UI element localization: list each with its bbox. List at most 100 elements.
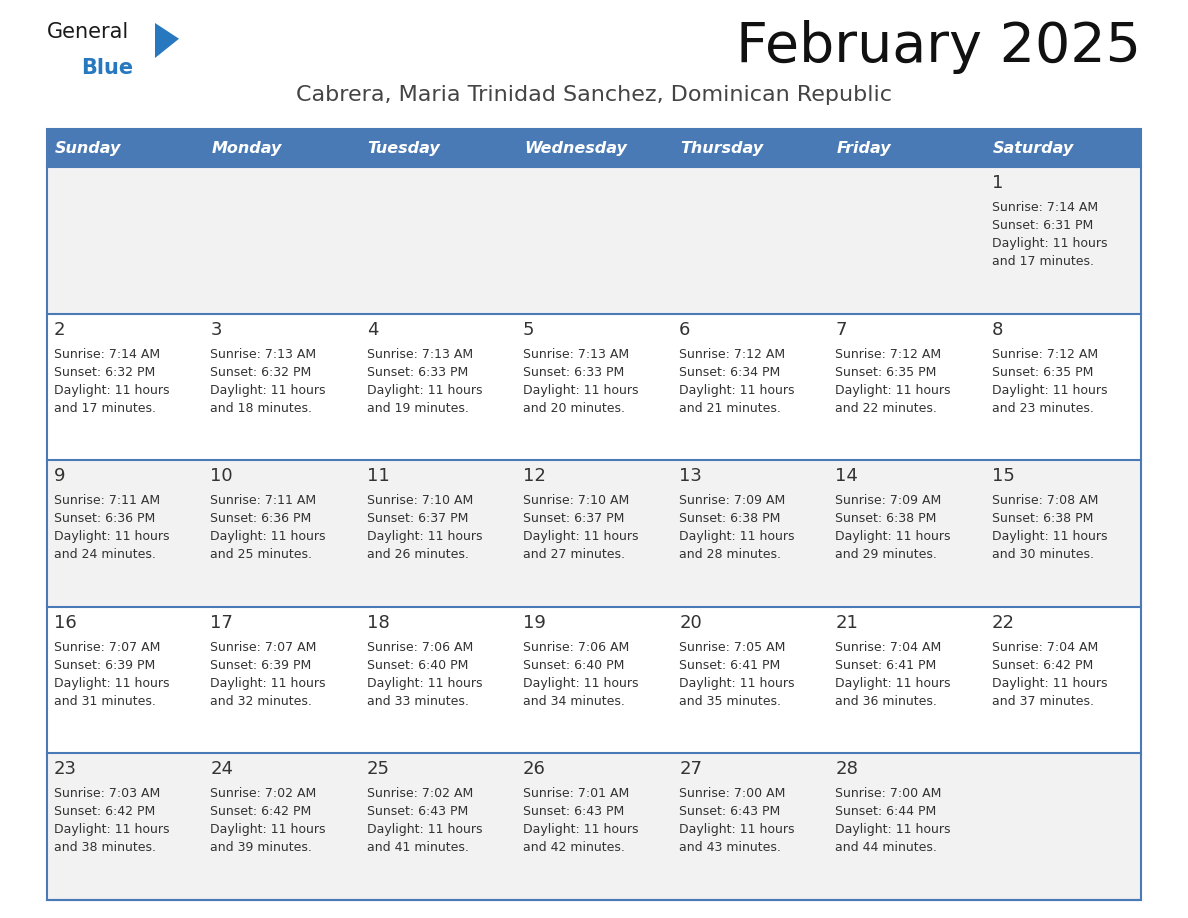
Text: Sunset: 6:32 PM: Sunset: 6:32 PM [53, 365, 156, 378]
Bar [672, 607, 828, 754]
Text: Sunset: 6:43 PM: Sunset: 6:43 PM [367, 805, 468, 819]
Bar [828, 460, 985, 607]
Bar [828, 754, 985, 900]
Text: Daylight: 11 hours: Daylight: 11 hours [210, 531, 326, 543]
Text: Sunset: 6:44 PM: Sunset: 6:44 PM [835, 805, 936, 819]
Text: 4: 4 [367, 320, 378, 339]
Text: Sunrise: 7:11 AM: Sunrise: 7:11 AM [53, 494, 160, 508]
Text: Daylight: 11 hours: Daylight: 11 hours [367, 677, 482, 689]
Text: 3: 3 [210, 320, 222, 339]
Bar [360, 607, 516, 754]
Bar [48, 460, 203, 607]
Bar [516, 460, 672, 607]
Text: Sunset: 6:33 PM: Sunset: 6:33 PM [523, 365, 624, 378]
Text: 27: 27 [680, 760, 702, 778]
Text: Daylight: 11 hours: Daylight: 11 hours [680, 823, 795, 836]
Text: Sunrise: 7:12 AM: Sunrise: 7:12 AM [835, 348, 942, 361]
Text: Saturday: Saturday [993, 140, 1074, 155]
Text: Sunset: 6:37 PM: Sunset: 6:37 PM [523, 512, 624, 525]
Text: Daylight: 11 hours: Daylight: 11 hours [523, 384, 638, 397]
Text: Sunrise: 7:03 AM: Sunrise: 7:03 AM [53, 788, 160, 800]
Text: Sunrise: 7:10 AM: Sunrise: 7:10 AM [523, 494, 630, 508]
Text: Friday: Friday [836, 140, 891, 155]
Text: Sunrise: 7:13 AM: Sunrise: 7:13 AM [367, 348, 473, 361]
Text: Sunrise: 7:05 AM: Sunrise: 7:05 AM [680, 641, 785, 654]
Text: Sunrise: 7:11 AM: Sunrise: 7:11 AM [210, 494, 316, 508]
Text: Sunrise: 7:07 AM: Sunrise: 7:07 AM [210, 641, 317, 654]
Text: Sunrise: 7:08 AM: Sunrise: 7:08 AM [992, 494, 1098, 508]
Text: and 33 minutes.: and 33 minutes. [367, 695, 468, 708]
Text: and 34 minutes.: and 34 minutes. [523, 695, 625, 708]
Text: 17: 17 [210, 614, 233, 632]
Text: 20: 20 [680, 614, 702, 632]
Text: Sunrise: 7:06 AM: Sunrise: 7:06 AM [523, 641, 630, 654]
Text: 23: 23 [53, 760, 77, 778]
Text: Cabrera, Maria Trinidad Sanchez, Dominican Republic: Cabrera, Maria Trinidad Sanchez, Dominic… [296, 85, 892, 105]
Bar [516, 607, 672, 754]
Text: and 21 minutes.: and 21 minutes. [680, 401, 781, 415]
Bar [48, 129, 203, 167]
Bar [203, 314, 360, 460]
Text: and 17 minutes.: and 17 minutes. [992, 255, 1094, 268]
Text: and 19 minutes.: and 19 minutes. [367, 401, 468, 415]
Bar [360, 754, 516, 900]
Text: Thursday: Thursday [681, 140, 763, 155]
Text: 18: 18 [367, 614, 390, 632]
Text: and 24 minutes.: and 24 minutes. [53, 548, 156, 561]
Text: and 38 minutes.: and 38 minutes. [53, 842, 156, 855]
Bar [48, 129, 1140, 900]
Text: Daylight: 11 hours: Daylight: 11 hours [367, 384, 482, 397]
Text: Sunset: 6:36 PM: Sunset: 6:36 PM [53, 512, 156, 525]
Text: 15: 15 [992, 467, 1015, 486]
Text: Sunset: 6:41 PM: Sunset: 6:41 PM [835, 659, 936, 672]
Bar [516, 167, 672, 314]
Text: Daylight: 11 hours: Daylight: 11 hours [992, 237, 1107, 250]
Text: 2: 2 [53, 320, 65, 339]
Text: Sunday: Sunday [55, 140, 121, 155]
Text: Sunset: 6:32 PM: Sunset: 6:32 PM [210, 365, 311, 378]
Text: Sunset: 6:35 PM: Sunset: 6:35 PM [992, 365, 1093, 378]
Text: Sunset: 6:39 PM: Sunset: 6:39 PM [210, 659, 311, 672]
Bar [985, 460, 1140, 607]
Text: Sunrise: 7:13 AM: Sunrise: 7:13 AM [210, 348, 316, 361]
Bar [360, 129, 516, 167]
Text: Blue: Blue [81, 58, 133, 78]
Text: 14: 14 [835, 467, 858, 486]
Text: and 25 minutes.: and 25 minutes. [210, 548, 312, 561]
Text: and 36 minutes.: and 36 minutes. [835, 695, 937, 708]
Text: Sunset: 6:34 PM: Sunset: 6:34 PM [680, 365, 781, 378]
Bar [48, 314, 203, 460]
Bar [203, 607, 360, 754]
Text: Sunset: 6:40 PM: Sunset: 6:40 PM [367, 659, 468, 672]
Text: General: General [48, 22, 129, 42]
Text: 22: 22 [992, 614, 1015, 632]
Text: 13: 13 [680, 467, 702, 486]
Text: Sunset: 6:41 PM: Sunset: 6:41 PM [680, 659, 781, 672]
Text: Sunset: 6:37 PM: Sunset: 6:37 PM [367, 512, 468, 525]
Text: Daylight: 11 hours: Daylight: 11 hours [210, 384, 326, 397]
Text: Daylight: 11 hours: Daylight: 11 hours [680, 531, 795, 543]
Text: Daylight: 11 hours: Daylight: 11 hours [367, 823, 482, 836]
Bar [672, 314, 828, 460]
Bar [985, 129, 1140, 167]
Text: Daylight: 11 hours: Daylight: 11 hours [835, 823, 950, 836]
Text: Sunset: 6:39 PM: Sunset: 6:39 PM [53, 659, 156, 672]
Text: Daylight: 11 hours: Daylight: 11 hours [53, 677, 170, 689]
Text: Daylight: 11 hours: Daylight: 11 hours [992, 384, 1107, 397]
Text: Sunrise: 7:04 AM: Sunrise: 7:04 AM [835, 641, 942, 654]
Text: Daylight: 11 hours: Daylight: 11 hours [523, 677, 638, 689]
Text: Sunrise: 7:04 AM: Sunrise: 7:04 AM [992, 641, 1098, 654]
Text: Monday: Monday [211, 140, 282, 155]
Text: Sunrise: 7:10 AM: Sunrise: 7:10 AM [367, 494, 473, 508]
Text: and 39 minutes.: and 39 minutes. [210, 842, 312, 855]
Text: Daylight: 11 hours: Daylight: 11 hours [53, 384, 170, 397]
Text: Sunrise: 7:00 AM: Sunrise: 7:00 AM [680, 788, 785, 800]
Text: Sunset: 6:40 PM: Sunset: 6:40 PM [523, 659, 624, 672]
Text: and 22 minutes.: and 22 minutes. [835, 401, 937, 415]
Text: and 18 minutes.: and 18 minutes. [210, 401, 312, 415]
Text: 25: 25 [367, 760, 390, 778]
Text: Daylight: 11 hours: Daylight: 11 hours [367, 531, 482, 543]
Text: and 29 minutes.: and 29 minutes. [835, 548, 937, 561]
Bar [203, 754, 360, 900]
Text: 1: 1 [992, 174, 1003, 192]
